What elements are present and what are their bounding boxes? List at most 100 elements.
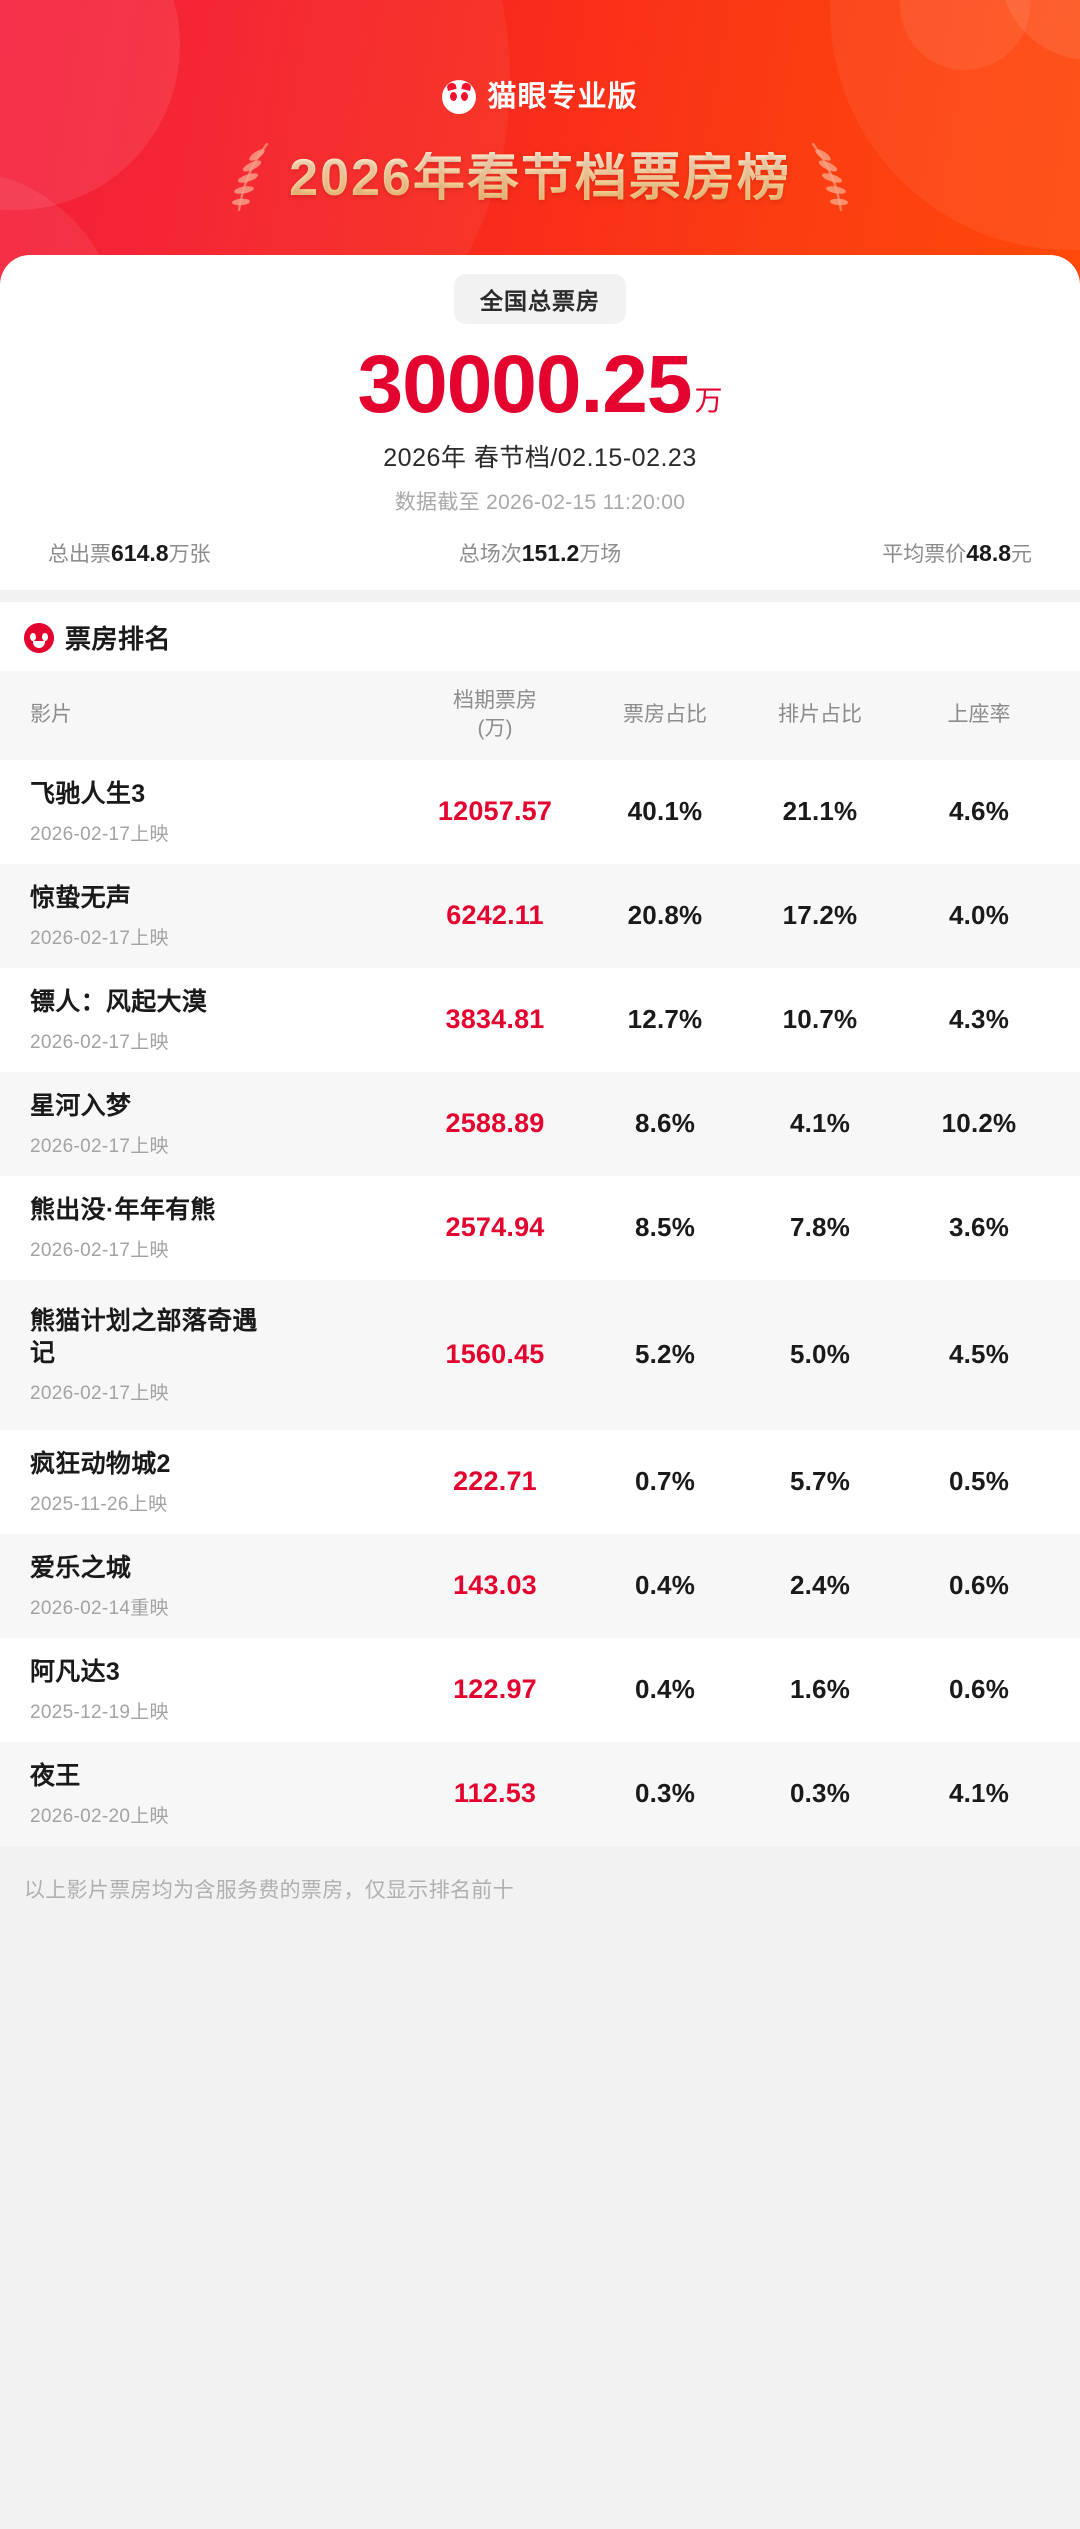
film-title: 惊蛰无声 <box>30 883 132 912</box>
table-row[interactable]: 镖人：风起大漠 2026-02-17上映 3834.81 12.7% 10.7%… <box>0 968 1080 1072</box>
cell-box-share: 8.5% <box>634 1212 696 1243</box>
stat-value: 614.8 <box>111 540 169 566</box>
cell-show-share: 5.7% <box>789 1466 851 1497</box>
table-row[interactable]: 惊蛰无声 2026-02-17上映 6242.11 20.8% 17.2% 4.… <box>0 863 1080 968</box>
cell-box-office: 6242.11 <box>446 900 544 931</box>
page-title: 2026年春节档票房榜 <box>289 149 791 207</box>
table-row[interactable]: 熊猫计划之部落奇遇记 2026-02-17上映 1560.45 5.2% 5.0… <box>0 1279 1080 1430</box>
cell-show-share: 0.3% <box>789 1778 851 1809</box>
cell-seat-rate: 4.6% <box>948 796 1010 827</box>
cell-box-share: 0.7% <box>634 1466 696 1497</box>
totals-badge-row: 全国总票房 <box>0 255 1080 324</box>
cell-box-office: 3834.81 <box>445 1004 545 1035</box>
cell-seat-rate: 4.0% <box>948 900 1010 931</box>
table-header-row: 影片 档期票房 (万) 票房占比 排片占比 上座率 <box>0 671 1080 760</box>
laurel-branch-icon <box>811 142 848 212</box>
stat-label: 平均票价 <box>882 543 967 566</box>
stat-suffix: 万场 <box>579 543 622 566</box>
cell-box-office: 2588.89 <box>445 1108 545 1139</box>
film-release-date: 2026-02-17上映 <box>30 927 169 949</box>
column-header-box-office[interactable]: 档期票房 (万) <box>400 671 590 760</box>
cell-show-share: 5.0% <box>789 1339 851 1370</box>
cell-box-office: 2574.94 <box>445 1212 545 1243</box>
film-release-date: 2025-12-19上映 <box>30 1701 169 1723</box>
section-title: 票房排名 <box>65 624 172 654</box>
cell-box-share: 12.7% <box>627 1004 703 1035</box>
cell-box-share: 40.1% <box>627 796 703 827</box>
cell-seat-rate: 3.6% <box>948 1212 1010 1243</box>
table-row[interactable]: 夜王 2026-02-20上映 112.53 0.3% 0.3% 4.1% <box>0 1741 1080 1846</box>
film-cell[interactable]: 熊猫计划之部落奇遇记 2026-02-17上映 <box>0 1280 400 1430</box>
film-cell[interactable]: 阿凡达3 2025-12-19上映 <box>0 1638 400 1742</box>
cell-box-share: 8.6% <box>634 1108 696 1139</box>
cell-seat-rate: 4.5% <box>948 1339 1010 1370</box>
film-title: 爱乐之城 <box>30 1553 132 1582</box>
table-row[interactable]: 阿凡达3 2025-12-19上映 122.97 0.4% 1.6% 0.6% <box>0 1638 1080 1742</box>
cell-box-office: 143.03 <box>453 1570 537 1601</box>
table-row[interactable]: 熊出没·年年有熊 2026-02-17上映 2574.94 8.5% 7.8% … <box>0 1176 1080 1280</box>
column-header-box-office-line1: 档期票房 <box>453 689 537 712</box>
maoyan-cat-icon <box>24 622 54 653</box>
cell-show-share: 1.6% <box>789 1674 851 1705</box>
cell-seat-rate: 4.3% <box>948 1004 1010 1035</box>
film-cell[interactable]: 星河入梦 2026-02-17上映 <box>0 1072 400 1176</box>
brand-name: 猫眼专业版 <box>487 81 638 113</box>
cell-box-share: 20.8% <box>627 900 703 931</box>
table-header: 影片 档期票房 (万) 票房占比 排片占比 上座率 <box>0 671 1080 760</box>
film-release-date: 2026-02-17上映 <box>30 1239 169 1261</box>
film-cell[interactable]: 疯狂动物城2 2025-11-26上映 <box>0 1430 400 1534</box>
stat-value: 48.8 <box>966 540 1011 566</box>
column-header-seat-rate[interactable]: 上座率 <box>900 671 1080 760</box>
cell-box-office: 122.97 <box>453 1674 537 1705</box>
status-badge: 全国总票房 <box>454 274 626 324</box>
film-title: 镖人：风起大漠 <box>30 987 208 1016</box>
total-box-office-value: 30000.25 <box>357 339 692 431</box>
stat-label: 总出票 <box>48 543 111 566</box>
laurel-branch-icon <box>232 142 269 212</box>
film-release-date: 2026-02-20上映 <box>30 1805 169 1827</box>
film-title: 飞驰人生3 <box>30 779 146 808</box>
cell-show-share: 4.1% <box>789 1108 851 1139</box>
cell-box-office: 222.71 <box>453 1466 537 1497</box>
stat-avg-price: 平均票价48.8元 <box>704 538 1068 568</box>
ranking-table: 影片 档期票房 (万) 票房占比 排片占比 上座率 飞驰人生3 <box>0 671 1080 1846</box>
cell-box-office: 1560.45 <box>445 1339 545 1370</box>
cell-seat-rate: 0.6% <box>948 1674 1010 1705</box>
cell-box-office: 112.53 <box>453 1778 537 1809</box>
stat-total-tickets: 总出票614.8万张 <box>12 538 376 568</box>
film-cell[interactable]: 熊出没·年年有熊 2026-02-17上映 <box>0 1176 400 1280</box>
table-row[interactable]: 疯狂动物城2 2025-11-26上映 222.71 0.7% 5.7% 0.5… <box>0 1430 1080 1534</box>
summary-card: 全国总票房 30000.25 万 2026年 春节档/02.15-02.23 数… <box>0 255 1080 1934</box>
cell-show-share: 21.1% <box>782 796 858 827</box>
cell-box-share: 0.4% <box>634 1570 696 1601</box>
cell-show-share: 2.4% <box>789 1570 851 1601</box>
column-header-box-share[interactable]: 票房占比 <box>590 671 740 760</box>
column-header-film[interactable]: 影片 <box>0 671 400 760</box>
film-release-date: 2026-02-17上映 <box>30 1031 169 1053</box>
cell-seat-rate: 4.1% <box>948 1778 1010 1809</box>
film-release-date: 2026-02-17上映 <box>30 823 169 845</box>
footnote: 以上影片票房均为含服务费的票房，仅显示排名前十 <box>0 1845 1080 1934</box>
section-divider <box>0 590 1080 602</box>
film-cell[interactable]: 飞驰人生3 2026-02-17上映 <box>0 760 400 864</box>
total-box-office-unit: 万 <box>694 385 723 416</box>
table-body: 飞驰人生3 2026-02-17上映 12057.57 40.1% 21.1% … <box>0 760 1080 1846</box>
column-header-show-share[interactable]: 排片占比 <box>740 671 900 760</box>
cell-show-share: 17.2% <box>782 900 858 931</box>
decorative-circle <box>1000 0 1080 60</box>
film-cell[interactable]: 爱乐之城 2026-02-14重映 <box>0 1534 400 1638</box>
summary-stats-row: 总出票614.8万张 总场次151.2万场 平均票价48.8元 <box>0 538 1080 590</box>
table-row[interactable]: 星河入梦 2026-02-17上映 2588.89 8.6% 4.1% 10.2… <box>0 1071 1080 1176</box>
film-cell[interactable]: 镖人：风起大漠 2026-02-17上映 <box>0 968 400 1072</box>
film-release-date: 2026-02-17上映 <box>30 1382 169 1404</box>
table-row[interactable]: 飞驰人生3 2026-02-17上映 12057.57 40.1% 21.1% … <box>0 760 1080 864</box>
film-title: 熊出没·年年有熊 <box>30 1195 216 1224</box>
ranking-section: 票房排名 影片 档期票房 (万) 票房占比 排片占比 上座率 <box>0 602 1080 1846</box>
cell-box-share: 0.4% <box>634 1674 696 1705</box>
stat-suffix: 元 <box>1011 543 1032 566</box>
film-title: 疯狂动物城2 <box>30 1449 171 1478</box>
film-cell[interactable]: 夜王 2026-02-20上映 <box>0 1742 400 1846</box>
table-row[interactable]: 爱乐之城 2026-02-14重映 143.03 0.4% 2.4% 0.6% <box>0 1533 1080 1638</box>
film-cell[interactable]: 惊蛰无声 2026-02-17上映 <box>0 864 400 968</box>
